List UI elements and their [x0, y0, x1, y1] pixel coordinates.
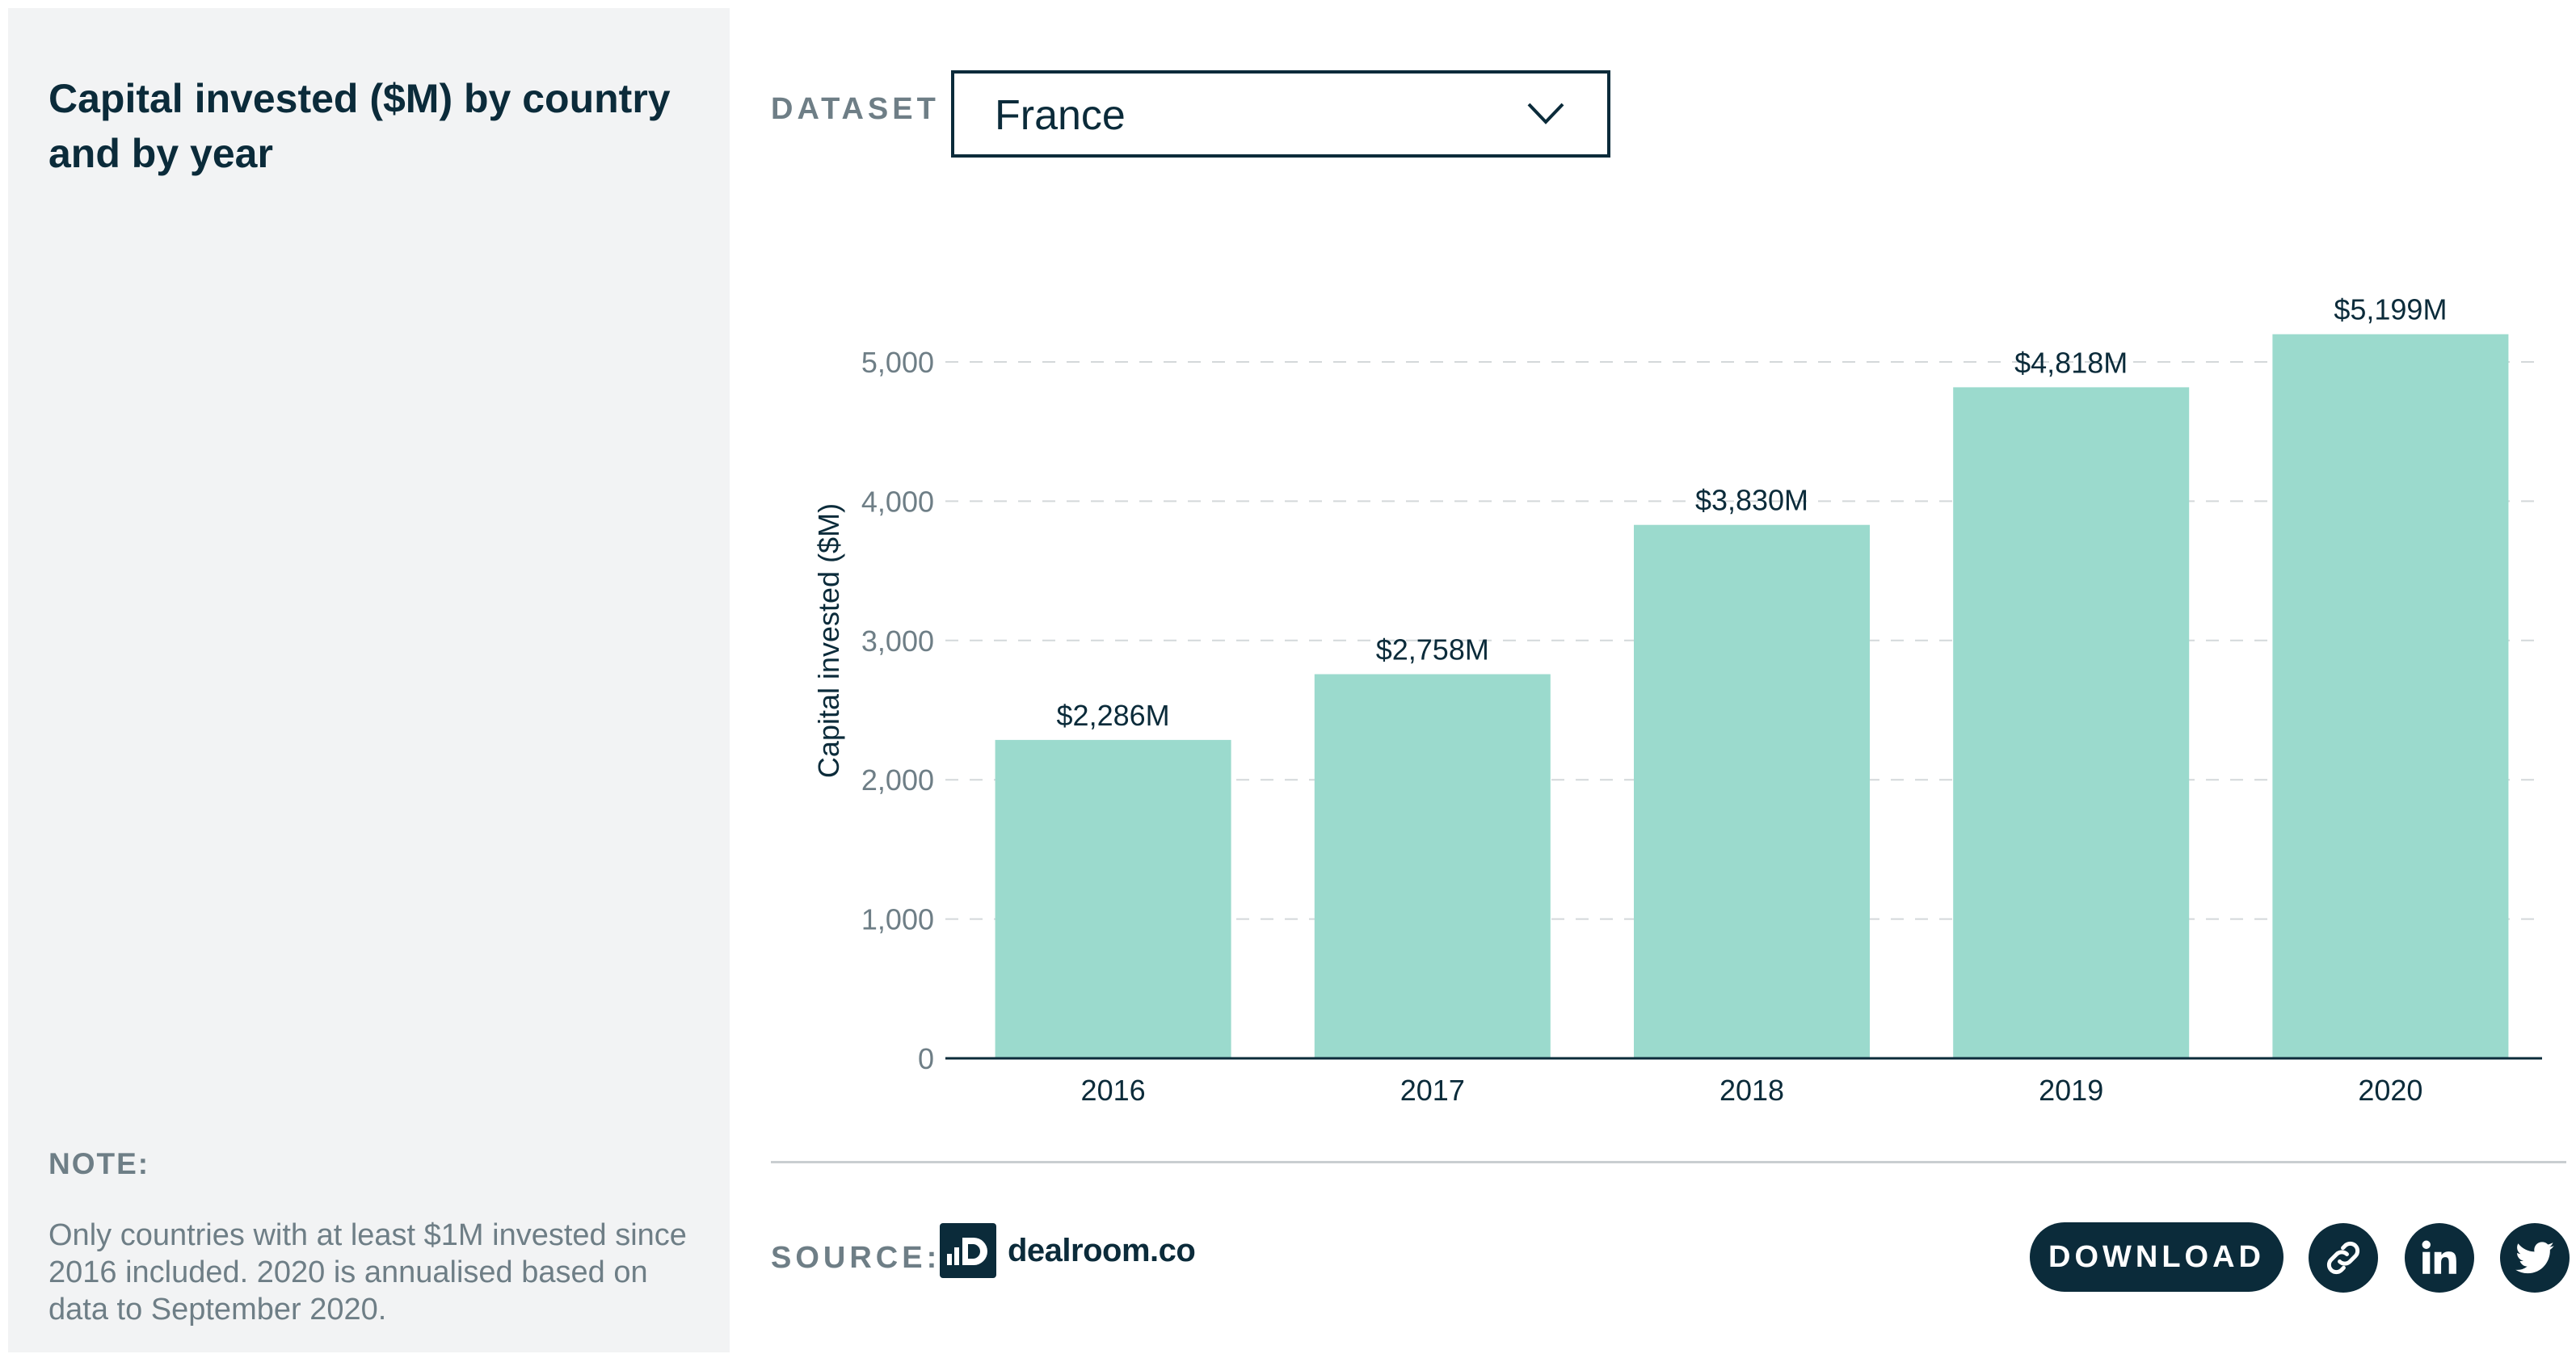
y-tick-label: 5,000: [861, 346, 934, 379]
dealroom-logo-icon: [940, 1223, 996, 1278]
bar: [1953, 387, 2190, 1058]
x-tick-label: 2017: [1400, 1074, 1465, 1107]
sidebar-panel: Capital invested ($M) by country and by …: [8, 8, 730, 1352]
note-text: Only countries with at least $1M investe…: [48, 1218, 687, 1327]
download-button[interactable]: DOWNLOAD: [2030, 1222, 2283, 1292]
y-tick-label: 4,000: [861, 485, 934, 518]
share-linkedin-button[interactable]: [2405, 1223, 2474, 1293]
twitter-icon: [2515, 1242, 2554, 1274]
copy-link-button[interactable]: [2309, 1223, 2378, 1293]
bar: [995, 739, 1231, 1058]
y-tick-label: 2,000: [861, 763, 934, 797]
x-tick-label: 2016: [1081, 1074, 1146, 1107]
bar-chart: 0 1,000 2,000 3,000 4,000 5,000 Capital invest…: [812, 293, 2542, 1107]
dealroom-logo[interactable]: dealroom.co: [940, 1223, 1196, 1278]
link-icon: [2326, 1241, 2360, 1275]
share-twitter-button[interactable]: [2500, 1223, 2570, 1293]
x-tick-label: 2018: [1719, 1074, 1784, 1107]
data-label: $3,830M: [1695, 484, 1808, 517]
data-label: $4,818M: [2014, 346, 2128, 379]
bar: [2272, 334, 2509, 1059]
data-label: $2,758M: [1376, 633, 1489, 666]
chart-title: Capital invested ($M) by country and by …: [48, 76, 671, 176]
data-label: $2,286M: [1057, 699, 1170, 732]
bar: [1634, 524, 1870, 1058]
dataset-selected-value: France: [995, 92, 1126, 139]
y-axis-label: Capital invested ($M): [812, 503, 845, 778]
y-tick-label: 3,000: [861, 624, 934, 658]
footer-divider: [771, 1161, 2566, 1163]
data-label: $5,199M: [2334, 293, 2447, 326]
y-tick-label: 1,000: [861, 903, 934, 936]
bar: [1314, 674, 1551, 1058]
x-tick-label: 2020: [2358, 1074, 2422, 1107]
chevron-down-icon: [1527, 103, 1564, 124]
source-label: SOURCE:: [771, 1241, 941, 1275]
x-tick-label: 2019: [2039, 1074, 2103, 1107]
source-name: dealroom.co: [1008, 1232, 1196, 1268]
dataset-select[interactable]: France: [951, 70, 1610, 158]
dataset-label: DATASET: [771, 92, 940, 126]
note-label: NOTE:: [48, 1147, 150, 1180]
linkedin-icon: [2422, 1240, 2456, 1274]
y-tick-label: 0: [918, 1042, 934, 1075]
